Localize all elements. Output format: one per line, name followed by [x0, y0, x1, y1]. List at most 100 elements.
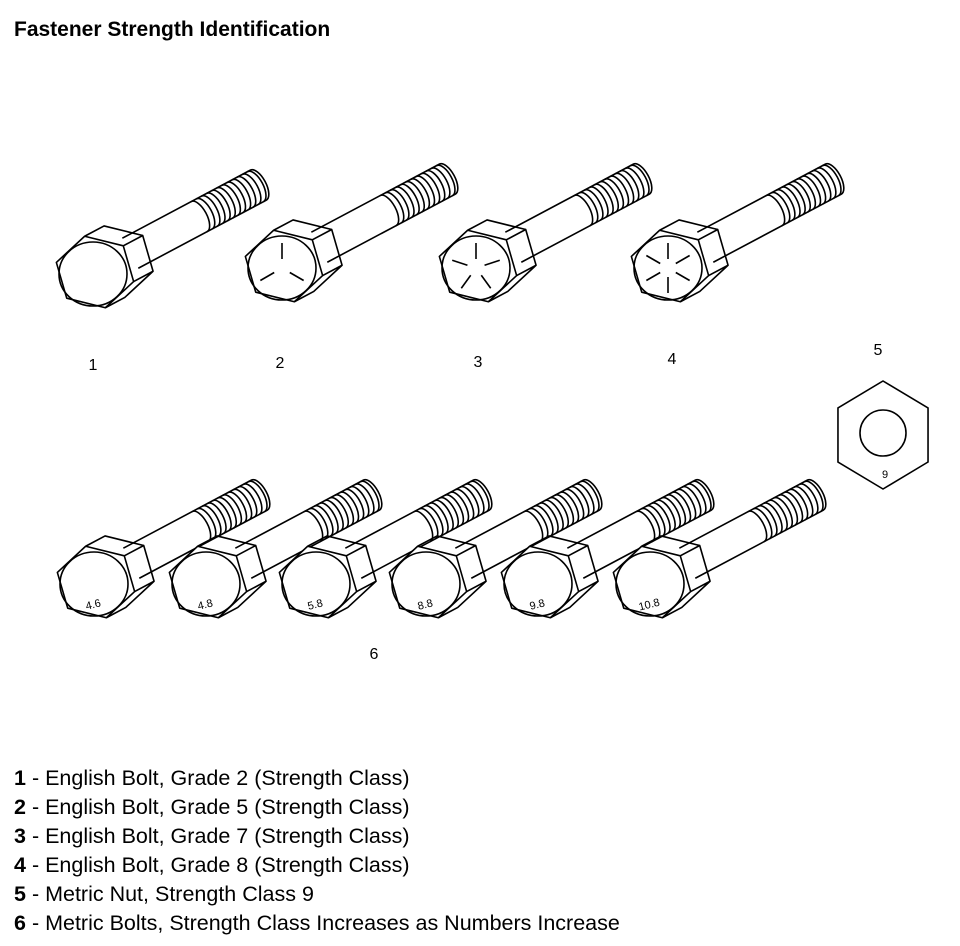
thread-line [692, 480, 712, 513]
thread-line [324, 499, 344, 532]
thread-line [314, 504, 334, 537]
thread-line [242, 173, 262, 206]
thread-line [793, 485, 814, 518]
thread-line [822, 164, 842, 197]
metric-bolt-4.8: 4.8 [168, 478, 383, 619]
thread-line [436, 164, 456, 197]
bolt-4 [630, 162, 845, 303]
thread-line [227, 491, 248, 524]
metric-bolt-5.8: 5.8 [278, 478, 493, 619]
bolt-head-face [438, 229, 518, 303]
thread-line [804, 480, 824, 513]
thread-line [594, 183, 614, 216]
bolt-shaft [234, 478, 383, 579]
grade-mark-line [645, 271, 661, 282]
thread-line [786, 183, 806, 216]
legend-separator: - [25, 824, 46, 848]
thread-line [569, 485, 590, 518]
metric-bolt-10.8: 10.8 [612, 478, 827, 619]
thread-line [559, 491, 580, 524]
strength-class-mark: 8.8 [416, 597, 434, 612]
thread-line [763, 502, 783, 535]
bolt-head-chamfer [171, 551, 241, 617]
thread-line [625, 167, 645, 200]
bolt-head-face [278, 545, 358, 619]
thread-line [247, 170, 267, 203]
thread-line [666, 494, 687, 526]
thread-line [773, 496, 793, 529]
legend-description: English Bolt, Grade 2 (Strength Class) [45, 766, 410, 790]
bolt-head-side [273, 219, 343, 303]
thread-line [201, 194, 221, 227]
bolt-head-chamfer [247, 235, 317, 301]
thread-line [788, 488, 809, 521]
legend-number: 2 [14, 795, 26, 819]
thread-line [191, 510, 212, 543]
legend-item: 2 - English Bolt, Grade 5 (Strength Clas… [14, 793, 620, 822]
legend-item: 5 - Metric Nut, Strength Class 9 [14, 880, 620, 909]
grade-mark-line [289, 271, 305, 282]
legend-description: English Bolt, Grade 7 (Strength Class) [45, 824, 410, 848]
legend-separator: - [25, 853, 46, 877]
thread-line [656, 499, 676, 532]
thread-line [681, 485, 702, 518]
thread-line [431, 167, 451, 200]
bolt-head-side [529, 535, 599, 619]
thread-line [619, 169, 640, 202]
thread-line [459, 485, 480, 518]
bolt-illustrations: 4.6 4.8 5.8 8.8 9.8 10.8 [55, 162, 845, 619]
thread-line [811, 169, 832, 202]
thread-line [339, 491, 360, 524]
thread-line [217, 496, 237, 529]
thread-line [765, 194, 786, 227]
thread-line [415, 175, 436, 208]
thread-line [539, 502, 559, 535]
bolt-3 [438, 162, 653, 303]
thread-line [226, 181, 247, 214]
nut-outline [837, 380, 929, 490]
bolt-head-side [659, 219, 729, 303]
thread-line [349, 485, 370, 518]
bolt-head-face [56, 545, 136, 619]
thread-line [580, 480, 600, 513]
thread-line [523, 510, 544, 543]
thread-line [783, 491, 804, 524]
thread-line [425, 169, 446, 202]
bolt-head-chamfer [59, 551, 129, 617]
thread-line [781, 186, 801, 219]
thread-line [578, 191, 599, 224]
thread-line [190, 200, 211, 233]
thread-line [429, 502, 449, 535]
thread-line [599, 180, 619, 213]
thread-line [554, 494, 575, 526]
metric-nut: 9 [837, 380, 929, 490]
grade-mark-line [675, 254, 691, 265]
thread-line [687, 483, 707, 516]
thread-line [390, 188, 410, 221]
fastener-diagram: 4.6 4.8 5.8 8.8 9.8 10.8 9 1 2 3 4 6 5 [55, 162, 929, 663]
thread-line [420, 172, 441, 205]
thread-line [424, 504, 444, 537]
bolt-head-chamfer [58, 241, 128, 307]
bolt-head-side [641, 535, 711, 619]
thread-line [776, 188, 796, 221]
thread-line [237, 485, 258, 518]
thread-line [212, 499, 232, 532]
thread-line [549, 496, 569, 529]
nut-strength-mark: 9 [882, 469, 888, 481]
thread-line [211, 189, 231, 222]
thread-line [544, 499, 564, 532]
thread-line [449, 491, 470, 524]
bolt-head-chamfer [441, 235, 511, 301]
metric-bolt-9.8: 9.8 [500, 478, 715, 619]
bolt-head-chamfer [633, 235, 703, 301]
bolt-head-chamfer [391, 551, 461, 617]
grade-mark-line [451, 259, 468, 266]
thread-line [801, 175, 822, 208]
strength-class-mark: 5.8 [306, 597, 324, 612]
thread-line [778, 494, 799, 526]
thread-line [202, 504, 222, 537]
nut-hole [859, 409, 907, 457]
thread-line [676, 488, 697, 521]
thread-line [222, 494, 243, 526]
